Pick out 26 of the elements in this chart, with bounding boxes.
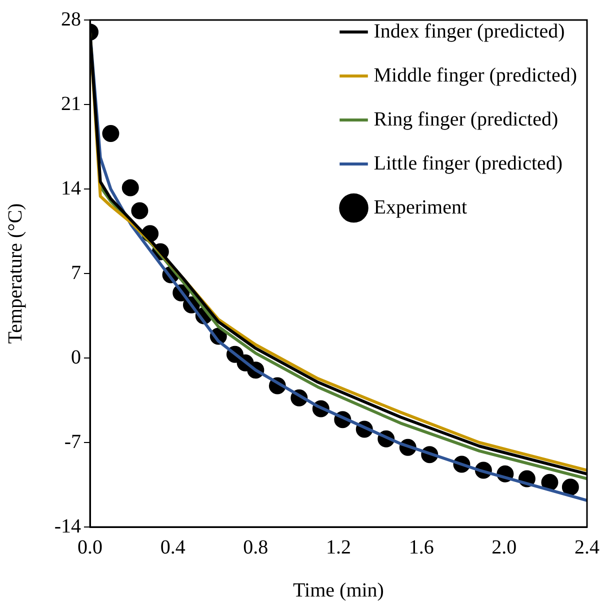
- point: [562, 478, 579, 496]
- x-axis-title: Time (min): [293, 579, 384, 602]
- legend-label: Middle finger (predicted): [374, 64, 578, 86]
- legend-label: Little finger (predicted): [374, 152, 563, 174]
- legend-label: Experiment: [374, 196, 468, 218]
- legend-label: Ring finger (predicted): [374, 108, 558, 130]
- y-tick-label: 0: [71, 346, 81, 368]
- x-tick-label: 1.2: [326, 536, 351, 558]
- legend-label: Index finger (predicted): [374, 20, 565, 42]
- point: [102, 124, 120, 142]
- y-tick-label: 21: [61, 92, 81, 115]
- x-tick-label: 2.4: [574, 536, 600, 558]
- y-axis-title: Temperature (°C): [4, 203, 26, 344]
- y-tick-label: 28: [61, 8, 81, 30]
- x-tick-label: 1.6: [408, 536, 434, 558]
- y-tick-label: 14: [61, 177, 81, 200]
- y-tick-label: -7: [64, 430, 81, 453]
- point: [541, 474, 558, 491]
- point: [131, 202, 148, 220]
- point: [122, 179, 139, 196]
- x-tick-label: 2.0: [492, 536, 517, 558]
- y-tick-label: -14: [54, 515, 81, 538]
- x-tick-label: 0.0: [78, 536, 102, 558]
- x-tick-label: 0.8: [243, 536, 268, 558]
- y-tick-label: 7: [71, 262, 81, 284]
- x-tick-label: 0.4: [160, 536, 186, 558]
